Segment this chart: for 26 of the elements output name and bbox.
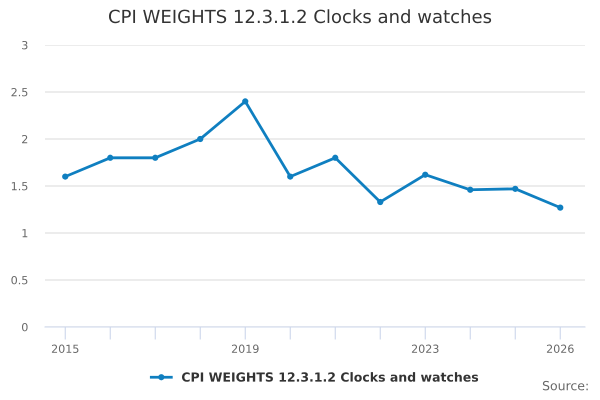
point [377, 198, 384, 206]
point [512, 186, 518, 192]
x-tick-label: 2026 [546, 344, 574, 353]
point [422, 172, 428, 178]
x-tick-label: 2019 [232, 344, 259, 353]
point [287, 173, 294, 180]
y-tick-label: 1 [22, 229, 28, 238]
legend-label: CPI WEIGHTS 12.3.1.2 Clocks and watches [182, 372, 478, 382]
point [197, 136, 204, 142]
x-tick-label: 2023 [412, 344, 438, 353]
y-tick-label: 1.5 [12, 182, 28, 190]
x-tick-label: 2015 [52, 344, 78, 353]
point [62, 173, 68, 180]
y-tick-label: 2.5 [11, 88, 28, 96]
chart-title: CPI WEIGHTS 12.3.1.2 Clocks and watches [108, 9, 492, 24]
point [242, 98, 248, 105]
point [107, 154, 114, 161]
source-note: Source: [542, 380, 588, 390]
point [332, 154, 338, 161]
y-tick-label: 0 [22, 322, 28, 332]
point [152, 154, 158, 161]
y-tick-label: 2 [22, 134, 28, 144]
point [467, 186, 474, 193]
point [557, 204, 564, 211]
y-tick-label: 0.5 [11, 276, 28, 284]
y-tick-label: 3 [22, 40, 28, 50]
